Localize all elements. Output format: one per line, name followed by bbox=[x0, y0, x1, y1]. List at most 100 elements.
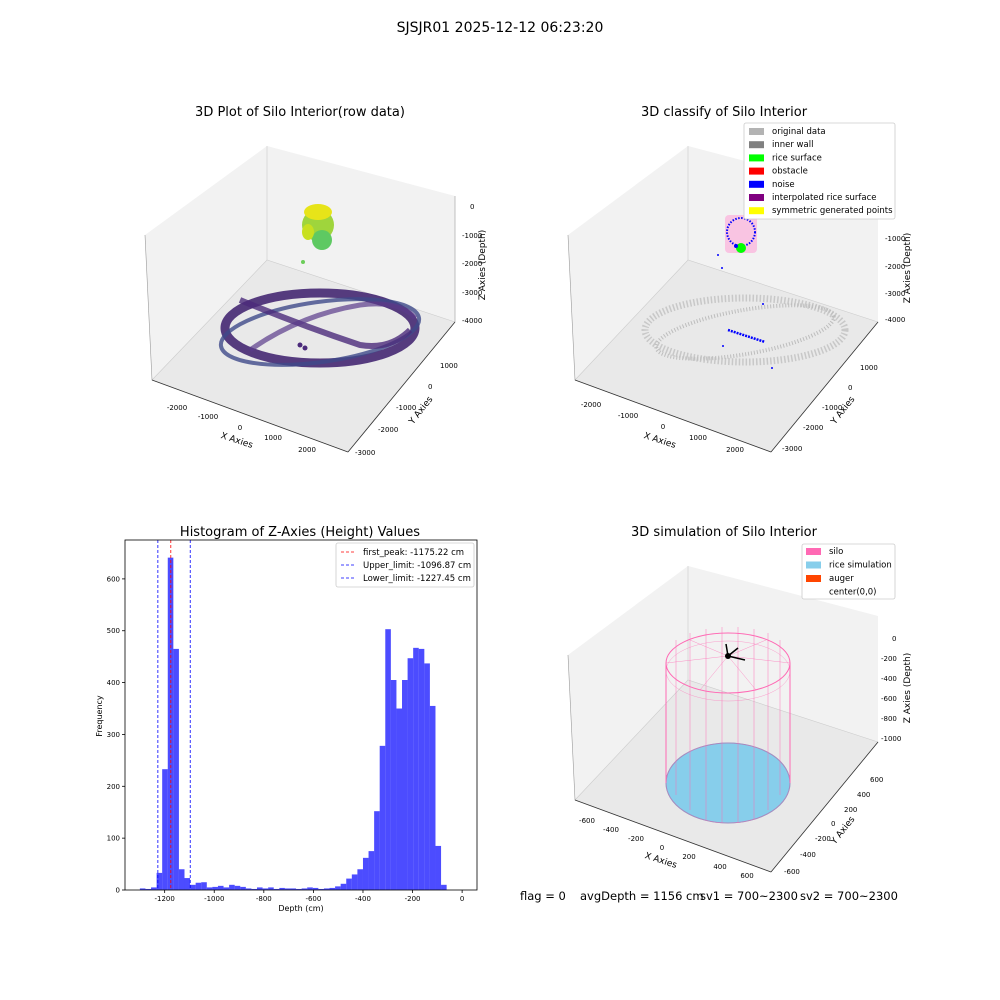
histogram-bar bbox=[251, 888, 257, 890]
simulation-3d-ytick: 0 bbox=[831, 820, 835, 828]
histogram-bar bbox=[262, 888, 269, 890]
histogram-bar bbox=[223, 887, 230, 890]
histogram-frame bbox=[124, 539, 478, 891]
histogram-bar bbox=[424, 663, 430, 890]
histogram-bar bbox=[240, 886, 246, 890]
classify-3d-zlabel: Z Axies (Depth) bbox=[903, 233, 913, 304]
histogram-bar bbox=[229, 884, 235, 890]
classify-3d-ytick: 1000 bbox=[860, 364, 878, 372]
classify-3d-title: 3D classify of Silo Interior bbox=[641, 105, 808, 120]
simulation-3d-xtick: 600 bbox=[740, 872, 753, 880]
raw-3d-axes-box bbox=[144, 146, 456, 453]
legend-swatch bbox=[749, 167, 764, 175]
raw-3d-panel: 3D Plot of Silo Interior(row data) -2000… bbox=[144, 105, 488, 457]
histogram-y-ticks: 0 100 200 300 400 500 600 bbox=[107, 575, 125, 895]
simulation-3d-ztick: -600 bbox=[881, 695, 897, 703]
histogram-bar bbox=[273, 888, 280, 890]
x-tick-label: -600 bbox=[305, 895, 321, 903]
histogram-bar bbox=[190, 884, 196, 890]
histogram-ylabel: Frequency bbox=[95, 695, 104, 737]
histogram-bar bbox=[245, 888, 252, 890]
classify-3d-ytick: -3000 bbox=[782, 445, 802, 453]
legend-label: first_peak: -1175.22 cm bbox=[363, 548, 464, 558]
auger-marker bbox=[725, 643, 746, 661]
raw-3d-ztick: -3000 bbox=[462, 289, 482, 297]
histogram-bar bbox=[178, 869, 185, 890]
histogram-bar bbox=[390, 680, 397, 890]
simulation-legend: silo rice simulation auger center(0,0) bbox=[806, 547, 892, 598]
raw-3d-points bbox=[218, 204, 422, 368]
classify-3d-xtick: 1000 bbox=[689, 434, 707, 442]
histogram-bar bbox=[145, 888, 152, 890]
legend-label: auger bbox=[829, 574, 854, 584]
histogram-bar bbox=[234, 885, 241, 890]
histogram-bar bbox=[162, 769, 168, 890]
histogram-bar bbox=[402, 680, 408, 890]
x-tick-label: -1000 bbox=[204, 895, 224, 903]
histogram-reference-lines bbox=[157, 540, 191, 890]
histogram-title: Histogram of Z-Axies (Height) Values bbox=[180, 525, 420, 540]
classify-3d-ytick: 0 bbox=[848, 384, 852, 392]
simulation-3d-ztick: -1000 bbox=[881, 735, 901, 743]
histogram-bar bbox=[217, 885, 224, 890]
classify-3d-ztick: -3000 bbox=[885, 290, 905, 298]
histogram-bar bbox=[368, 851, 375, 890]
raw-3d-xtick: -1000 bbox=[198, 413, 218, 421]
classify-legend: original data inner wall rice surface obsta… bbox=[749, 127, 893, 216]
raw-3d-xlabel: X Axies bbox=[219, 431, 254, 451]
classify-3d-ztick: -2000 bbox=[885, 263, 905, 271]
classify-legend-box bbox=[743, 122, 896, 220]
x-tick-label: -200 bbox=[405, 895, 421, 903]
sv2-text: sv2 = 700~2300 bbox=[800, 889, 898, 903]
y-tick-label: 200 bbox=[107, 783, 120, 791]
raw-3d-ztick: -4000 bbox=[462, 317, 482, 325]
y-tick-label: 300 bbox=[107, 731, 120, 739]
raw-3d-title: 3D Plot of Silo Interior(row data) bbox=[195, 105, 405, 120]
legend-label: inner wall bbox=[772, 140, 813, 150]
raw-3d-ztick: -1000 bbox=[462, 232, 482, 240]
simulation-3d-ztick: 0 bbox=[892, 635, 896, 643]
histogram-xlabel: Depth (cm) bbox=[278, 904, 323, 913]
histogram-bar bbox=[301, 888, 308, 890]
histogram-bar bbox=[307, 887, 313, 890]
legend-label: obstacle bbox=[772, 167, 808, 177]
histogram-bar bbox=[151, 887, 157, 890]
histogram-legend-box bbox=[335, 542, 475, 588]
simulation-3d-ytick: 400 bbox=[857, 791, 870, 799]
simulation-3d-xtick: -400 bbox=[603, 826, 619, 834]
avg-depth-text: avgDepth = 1156 cm bbox=[580, 889, 704, 903]
raw-3d-zlabel: Z Axies (Depth) bbox=[478, 230, 488, 301]
figure-suptitle: SJSJR01 2025-12-12 06:23:20 bbox=[397, 20, 604, 36]
histogram-bar bbox=[362, 857, 369, 890]
histogram-bar bbox=[284, 888, 291, 890]
raw-3d-xtick: 2000 bbox=[298, 446, 316, 454]
simulation-3d-ytick: -400 bbox=[800, 851, 816, 859]
legend-swatch bbox=[749, 207, 764, 215]
legend-label: noise bbox=[772, 180, 795, 190]
raw-3d-xtick: 1000 bbox=[264, 434, 282, 442]
x-tick-label: -1200 bbox=[154, 895, 174, 903]
sv1-text: sv1 = 700~2300 bbox=[700, 889, 798, 903]
simulation-3d-ztick: -400 bbox=[881, 675, 897, 683]
histogram-bars bbox=[139, 557, 447, 890]
simulation-3d-xtick: -200 bbox=[628, 835, 644, 843]
legend-swatch bbox=[806, 561, 821, 569]
simulation-3d-xtick: 0 bbox=[660, 844, 664, 852]
histogram-legend: first_peak: -1175.22 cm Upper_limit: -109… bbox=[341, 548, 471, 584]
raw-3d-xtick: -2000 bbox=[167, 404, 187, 412]
legend-label: rice simulation bbox=[829, 561, 892, 571]
histogram-bar bbox=[413, 647, 419, 890]
x-tick-label: -400 bbox=[355, 895, 371, 903]
legend-label: Upper_limit: -1096.87 cm bbox=[363, 561, 471, 571]
histogram-bar bbox=[184, 878, 191, 890]
raw-3d-xtick: 0 bbox=[238, 424, 242, 432]
silo-wireframe bbox=[665, 627, 791, 824]
footer-status: flag = 0 avgDepth = 1156 cm sv1 = 700~23… bbox=[520, 889, 898, 903]
simulation-legend-box bbox=[801, 543, 896, 600]
raw-3d-ytick: -3000 bbox=[355, 449, 375, 457]
simulation-3d-xtick: 200 bbox=[682, 853, 695, 861]
histogram-bar bbox=[435, 845, 442, 890]
histogram-bar bbox=[329, 887, 336, 890]
classify-3d-ztick: -4000 bbox=[885, 316, 905, 324]
histogram-bar bbox=[407, 658, 414, 890]
